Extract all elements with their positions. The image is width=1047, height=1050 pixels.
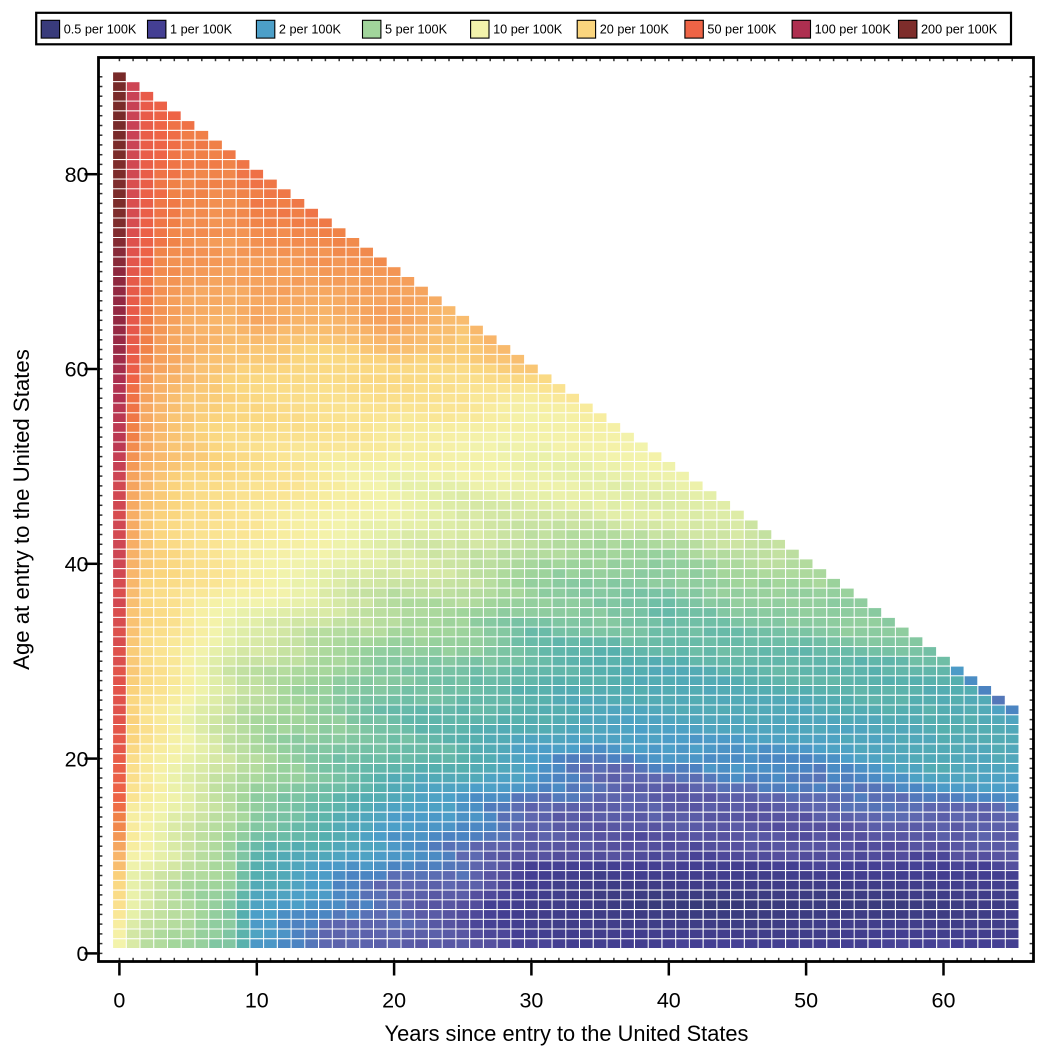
svg-text:0.5 per 100K: 0.5 per 100K xyxy=(64,23,137,37)
svg-text:50 per 100K: 50 per 100K xyxy=(707,23,777,37)
svg-text:Age at entry to the United Sta: Age at entry to the United States xyxy=(9,349,34,670)
svg-text:1 per 100K: 1 per 100K xyxy=(170,23,233,37)
svg-text:20: 20 xyxy=(382,989,406,1013)
svg-text:100 per 100K: 100 per 100K xyxy=(815,23,892,37)
svg-text:10 per 100K: 10 per 100K xyxy=(493,23,563,37)
svg-text:30: 30 xyxy=(519,989,543,1013)
svg-text:0: 0 xyxy=(77,942,89,966)
svg-text:80: 80 xyxy=(65,163,89,187)
svg-text:60: 60 xyxy=(932,989,956,1013)
svg-text:2 per 100K: 2 per 100K xyxy=(279,23,342,37)
svg-text:0: 0 xyxy=(113,989,125,1013)
svg-text:10: 10 xyxy=(245,989,269,1013)
svg-text:Years since entry to the Unite: Years since entry to the United States xyxy=(385,1021,749,1046)
svg-text:40: 40 xyxy=(657,989,681,1013)
svg-text:40: 40 xyxy=(65,553,89,577)
svg-text:20: 20 xyxy=(65,747,89,771)
svg-text:5 per 100K: 5 per 100K xyxy=(385,23,448,37)
svg-text:50: 50 xyxy=(794,989,818,1013)
svg-text:60: 60 xyxy=(65,358,89,382)
svg-text:20 per 100K: 20 per 100K xyxy=(600,23,670,37)
svg-text:200 per 100K: 200 per 100K xyxy=(921,23,998,37)
